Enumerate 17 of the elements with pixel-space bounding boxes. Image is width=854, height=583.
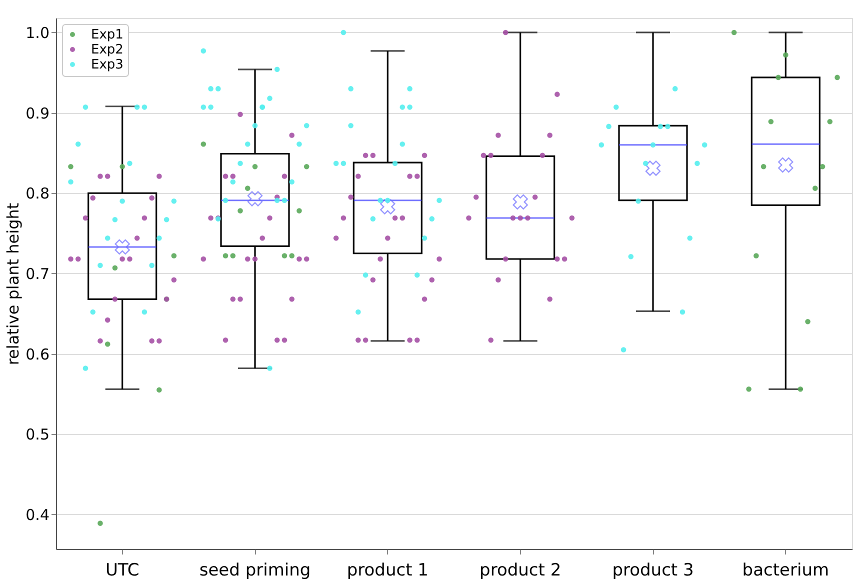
x-tick-label: product 3	[612, 560, 694, 580]
y-tick-label: 0.9	[26, 104, 50, 122]
y-tick-label: 0.5	[26, 426, 50, 444]
legend-label: Exp1	[91, 28, 124, 42]
y-tick-label: 0.6	[26, 345, 50, 364]
legend-label: Exp2	[91, 42, 124, 58]
y-axis-title: relative plant height	[4, 202, 23, 366]
x-tick-label: bacterium	[742, 560, 830, 580]
legend-label: Exp3	[91, 58, 124, 72]
y-tick-label: 1.0	[26, 24, 50, 42]
x-tick-label: product 2	[480, 560, 562, 580]
y-tick-label: 0.4	[26, 506, 50, 524]
x-tick-label: product 1	[346, 560, 428, 580]
x-tick-label: UTC	[105, 560, 140, 580]
y-tick-label: 0.7	[26, 264, 50, 283]
x-tick-label: seed priming	[199, 560, 311, 580]
y-tick-label: 0.8	[26, 184, 50, 203]
